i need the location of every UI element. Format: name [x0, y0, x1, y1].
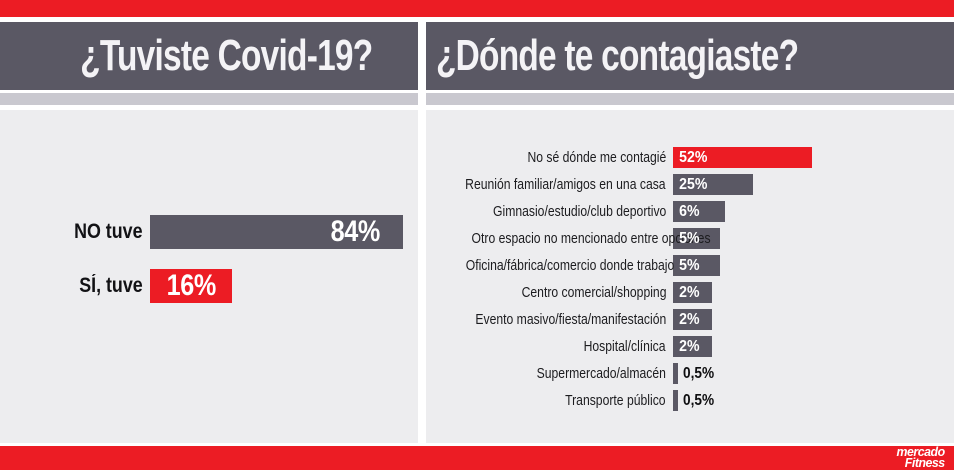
value-label: 0,5% [683, 364, 715, 382]
category-label-text: SÍ, tuve [79, 274, 143, 297]
bar: 2% [673, 309, 712, 330]
category-label: Transporte público [426, 393, 673, 409]
right-chart-panel: No sé dónde me contagié 52% Reunión famili… [426, 110, 954, 443]
left-chart-panel: NO tuve 84% SÍ, tuve 16% [0, 110, 418, 443]
bar: 5% [673, 255, 720, 276]
chart-row: Supermercado/almacén 0,5% [426, 363, 954, 384]
category-label: NO tuve [0, 220, 150, 244]
category-label-text: Centro comercial/shopping [521, 284, 666, 301]
logo-line-1: mercado [896, 444, 946, 459]
category-label: Reunión familiar/amigos en una casa [426, 177, 673, 193]
category-label: Otro espacio no mencionado entre opcione… [426, 231, 711, 247]
right-header: ¿Dónde te contagiaste? [426, 22, 954, 90]
bar: 5% [673, 228, 720, 249]
bar: 52% [673, 147, 812, 168]
left-chart-rows: NO tuve 84% SÍ, tuve 16% [0, 110, 418, 303]
bar [673, 390, 678, 411]
left-chart-title: ¿Tuviste Covid-19? [79, 31, 373, 80]
chart-row: Evento masivo/fiesta/manifestación 2% [426, 309, 954, 330]
value-label: 16% [166, 269, 216, 302]
chart-row: No sé dónde me contagié 52% [426, 147, 954, 168]
category-label-text: Evento masivo/fiesta/manifestación [475, 311, 666, 328]
right-chart-rows: No sé dónde me contagié 52% Reunión famili… [426, 110, 954, 411]
logo-line-2: Fitness [905, 454, 945, 470]
value-label: 6% [679, 202, 700, 220]
category-label: Gimnasio/estudio/club deportivo [426, 204, 673, 220]
category-label-text: Oficina/fábrica/comercio donde trabajo [465, 257, 675, 274]
value-label: 52% [679, 148, 708, 166]
category-label-text: Hospital/clínica [584, 338, 666, 355]
category-label: Supermercado/almacén [426, 366, 673, 382]
chart-row: Transporte público 0,5% [426, 390, 954, 411]
category-label: Oficina/fábrica/comercio donde trabajo [426, 257, 675, 274]
category-label: Centro comercial/shopping [426, 285, 673, 301]
left-header: ¿Tuviste Covid-19? [0, 22, 418, 90]
category-label-text: No sé dónde me contagié [527, 149, 666, 166]
category-label: Hospital/clínica [426, 339, 673, 355]
category-label-text: Otro espacio no mencionado entre opcione… [471, 230, 711, 247]
category-label-text: Gimnasio/estudio/club deportivo [492, 203, 666, 220]
bar-no: 84% [150, 215, 403, 249]
chart-row: Centro comercial/shopping 2% [426, 282, 954, 303]
category-label-text: Supermercado/almacén [536, 365, 666, 382]
value-label: 5% [679, 256, 700, 274]
contagion-place-section: ¿Dónde te contagiaste? No sé dónde me co… [426, 22, 954, 443]
top-accent-bar [0, 0, 954, 17]
chart-row: SÍ, tuve 16% [0, 269, 418, 303]
footer-bar: mercado Fitness [0, 444, 954, 470]
mercado-fitness-logo: mercado Fitness [894, 444, 946, 470]
right-subheader-strip [426, 93, 954, 105]
bar: 2% [673, 336, 712, 357]
covid-question-section: ¿Tuviste Covid-19? NO tuve 84% SÍ, tuve 16% [0, 22, 418, 443]
category-label-text: Transporte público [565, 392, 666, 409]
chart-row: Oficina/fábrica/comercio donde trabajo 5% [426, 255, 954, 276]
value-label: 2% [679, 337, 700, 355]
bar-yes: 16% [150, 269, 232, 303]
left-subheader-strip [0, 93, 418, 105]
category-label-text: NO tuve [74, 220, 143, 243]
bar: 2% [673, 282, 712, 303]
bar: 6% [673, 201, 725, 222]
bar [673, 363, 678, 384]
category-label: Evento masivo/fiesta/manifestación [426, 312, 673, 328]
bar: 25% [673, 174, 753, 195]
value-label: 25% [679, 175, 708, 193]
category-label: No sé dónde me contagié [426, 150, 673, 166]
chart-row: Gimnasio/estudio/club deportivo 6% [426, 201, 954, 222]
chart-row: Hospital/clínica 2% [426, 336, 954, 357]
value-label: 0,5% [683, 391, 715, 409]
chart-row: NO tuve 84% [0, 215, 418, 249]
chart-row: Reunión familiar/amigos en una casa 25% [426, 174, 954, 195]
value-label: 2% [679, 283, 700, 301]
value-label: 84% [331, 215, 381, 248]
right-chart-title: ¿Dónde te contagiaste? [436, 31, 799, 80]
value-label: 2% [679, 310, 700, 328]
chart-row: Otro espacio no mencionado entre opcione… [426, 228, 954, 249]
category-label: SÍ, tuve [0, 274, 150, 298]
value-label: 5% [679, 229, 700, 247]
category-label-text: Reunión familiar/amigos en una casa [465, 176, 666, 193]
